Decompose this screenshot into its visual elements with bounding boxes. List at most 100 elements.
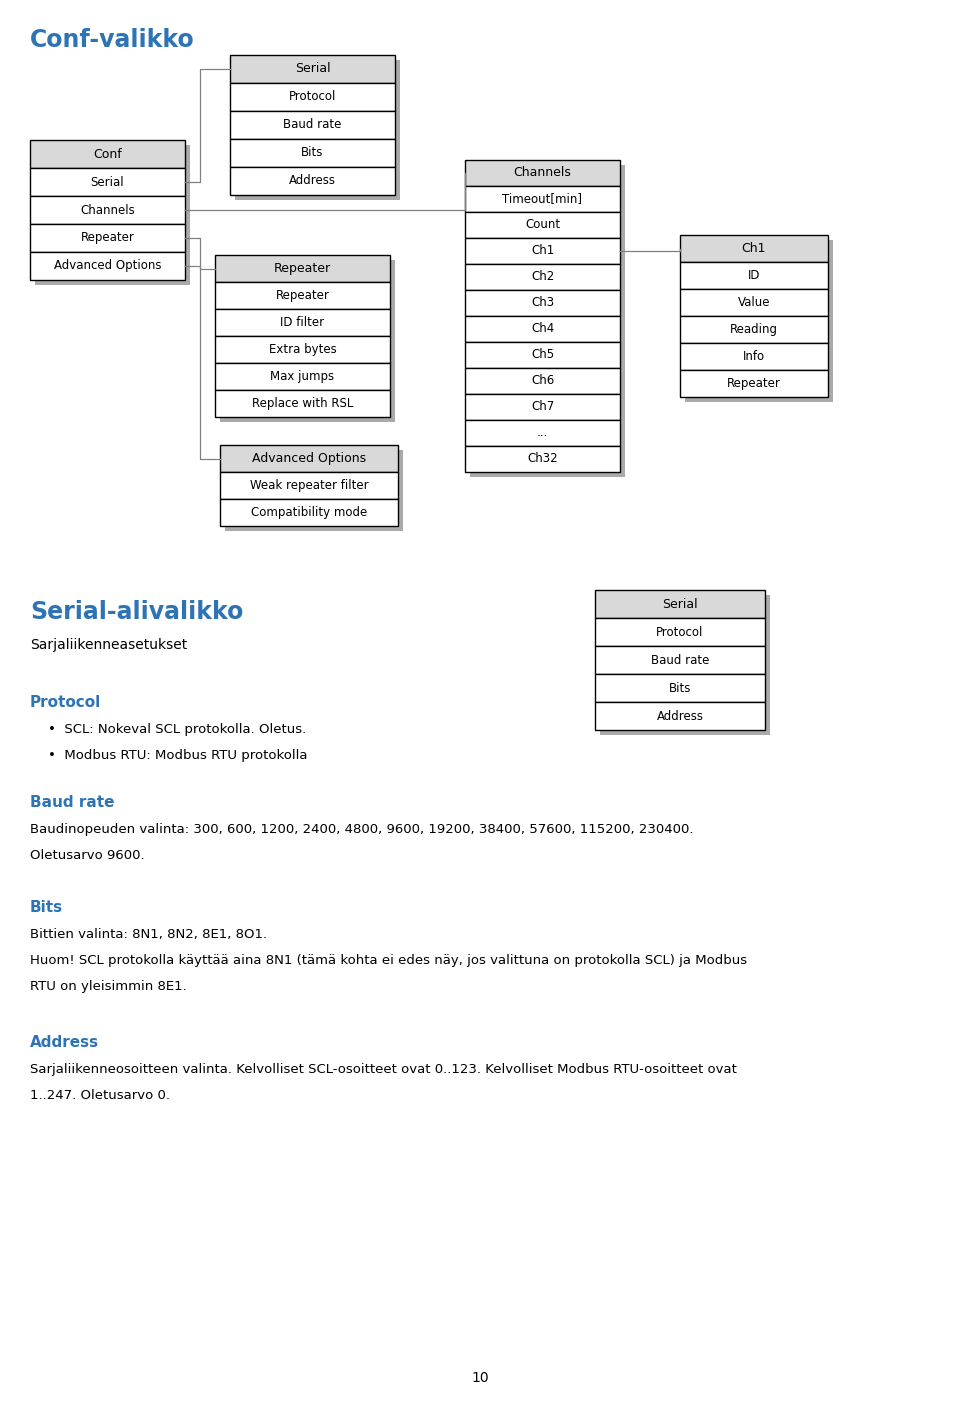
Bar xyxy=(215,255,390,282)
Text: ...: ... xyxy=(537,426,548,439)
Text: Protocol: Protocol xyxy=(30,696,101,710)
Text: Repeater: Repeater xyxy=(276,289,329,302)
Text: Huom! SCL protokolla käyttää aina 8N1 (tämä kohta ei edes näy, jos valittuna on : Huom! SCL protokolla käyttää aina 8N1 (t… xyxy=(30,954,747,967)
Text: Serial-alivalikko: Serial-alivalikko xyxy=(30,600,244,624)
Text: Ch32: Ch32 xyxy=(527,453,558,466)
Bar xyxy=(230,111,395,140)
Bar xyxy=(680,236,828,262)
Text: •  Modbus RTU: Modbus RTU protokolla: • Modbus RTU: Modbus RTU protokolla xyxy=(48,749,307,762)
Text: Serial: Serial xyxy=(662,597,698,611)
Text: Ch7: Ch7 xyxy=(531,401,554,413)
Bar xyxy=(215,282,390,309)
Bar xyxy=(220,260,395,422)
Text: Ch2: Ch2 xyxy=(531,271,554,284)
Bar xyxy=(600,595,770,735)
Text: Sarjaliikenneosoitteen valinta. Kelvolliset SCL-osoitteet ovat 0..123. Kelvollis: Sarjaliikenneosoitteen valinta. Kelvolli… xyxy=(30,1062,737,1077)
Text: Advanced Options: Advanced Options xyxy=(252,452,366,466)
Text: Repeater: Repeater xyxy=(81,231,134,244)
Bar xyxy=(595,703,765,729)
Text: Advanced Options: Advanced Options xyxy=(54,260,161,272)
Text: Ch1: Ch1 xyxy=(742,243,766,255)
Bar xyxy=(230,166,395,195)
Bar xyxy=(595,674,765,703)
Text: Conf: Conf xyxy=(93,148,122,161)
Text: Info: Info xyxy=(743,350,765,363)
Bar xyxy=(680,370,828,396)
Text: Reading: Reading xyxy=(730,323,778,336)
Text: ID filter: ID filter xyxy=(280,316,324,329)
Bar xyxy=(215,389,390,418)
Bar xyxy=(35,145,190,285)
Text: Ch6: Ch6 xyxy=(531,374,554,388)
Text: Baud rate: Baud rate xyxy=(30,794,114,810)
Text: Repeater: Repeater xyxy=(727,377,780,389)
Text: 10: 10 xyxy=(471,1371,489,1386)
Bar xyxy=(465,264,620,291)
Bar xyxy=(230,55,395,83)
Bar xyxy=(215,309,390,336)
Text: Serial: Serial xyxy=(295,62,330,76)
Bar xyxy=(465,368,620,394)
Bar xyxy=(595,590,765,618)
Text: Sarjaliikenneasetukset: Sarjaliikenneasetukset xyxy=(30,638,187,652)
Bar xyxy=(220,473,398,499)
Bar xyxy=(215,336,390,363)
Bar xyxy=(230,140,395,166)
Bar xyxy=(30,140,185,168)
Text: RTU on yleisimmin 8E1.: RTU on yleisimmin 8E1. xyxy=(30,981,187,993)
Text: Protocol: Protocol xyxy=(289,90,336,103)
Bar xyxy=(595,618,765,646)
Text: Replace with RSL: Replace with RSL xyxy=(252,396,353,411)
Text: Baudinopeuden valinta: 300, 600, 1200, 2400, 4800, 9600, 19200, 38400, 57600, 11: Baudinopeuden valinta: 300, 600, 1200, 2… xyxy=(30,823,693,835)
Text: Ch1: Ch1 xyxy=(531,244,554,257)
Text: Bittien valinta: 8N1, 8N2, 8E1, 8O1.: Bittien valinta: 8N1, 8N2, 8E1, 8O1. xyxy=(30,928,267,941)
Bar xyxy=(595,646,765,674)
Text: Oletusarvo 9600.: Oletusarvo 9600. xyxy=(30,849,145,862)
Text: •  SCL: Nokeval SCL protokolla. Oletus.: • SCL: Nokeval SCL protokolla. Oletus. xyxy=(48,722,306,737)
Bar xyxy=(680,316,828,343)
Bar xyxy=(680,289,828,316)
Text: Address: Address xyxy=(289,175,336,188)
Bar xyxy=(465,420,620,446)
Text: Extra bytes: Extra bytes xyxy=(269,343,336,356)
Bar xyxy=(220,444,398,473)
Text: Channels: Channels xyxy=(514,166,571,179)
Text: Bits: Bits xyxy=(301,147,324,159)
Text: Compatibility mode: Compatibility mode xyxy=(251,507,367,519)
Text: Value: Value xyxy=(737,296,770,309)
Bar xyxy=(465,446,620,473)
Text: Weak repeater filter: Weak repeater filter xyxy=(250,478,369,492)
Bar xyxy=(685,240,833,402)
Text: Count: Count xyxy=(525,219,560,231)
Bar xyxy=(465,238,620,264)
Bar xyxy=(465,291,620,316)
Text: ID: ID xyxy=(748,270,760,282)
Text: Baud rate: Baud rate xyxy=(651,653,709,666)
Text: Baud rate: Baud rate xyxy=(283,119,342,131)
Text: Ch5: Ch5 xyxy=(531,349,554,361)
Bar xyxy=(225,450,403,531)
Text: Ch4: Ch4 xyxy=(531,323,554,336)
Text: Repeater: Repeater xyxy=(274,262,331,275)
Text: Address: Address xyxy=(30,1036,99,1050)
Bar xyxy=(30,253,185,279)
Text: Serial: Serial xyxy=(90,175,124,189)
Text: Protocol: Protocol xyxy=(657,625,704,639)
Bar xyxy=(465,341,620,368)
Bar xyxy=(465,316,620,341)
Bar xyxy=(465,212,620,238)
Text: Conf-valikko: Conf-valikko xyxy=(30,28,195,52)
Text: Max jumps: Max jumps xyxy=(271,370,335,382)
Text: Channels: Channels xyxy=(80,203,134,216)
Bar xyxy=(235,61,400,200)
Bar xyxy=(470,165,625,477)
Text: Bits: Bits xyxy=(669,682,691,694)
Bar xyxy=(465,394,620,420)
Text: Ch3: Ch3 xyxy=(531,296,554,309)
Bar xyxy=(465,159,620,186)
Text: 1..247. Oletusarvo 0.: 1..247. Oletusarvo 0. xyxy=(30,1089,170,1102)
Bar xyxy=(30,168,185,196)
Text: Address: Address xyxy=(657,710,704,722)
Text: Bits: Bits xyxy=(30,900,63,914)
Bar xyxy=(465,186,620,212)
